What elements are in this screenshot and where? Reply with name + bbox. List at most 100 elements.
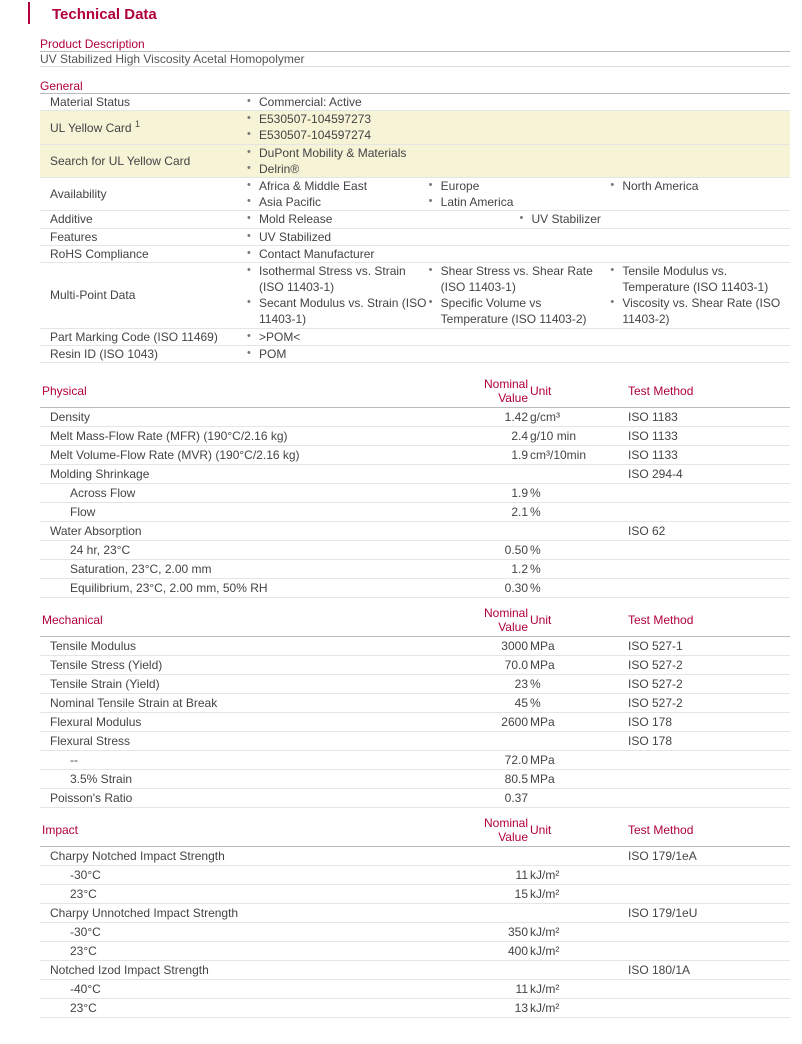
general-item[interactable]: E530507-104597274 — [259, 127, 790, 143]
col-nominal: Nominal Value — [450, 604, 528, 637]
product-description-text: UV Stabilized High Viscosity Acetal Homo… — [40, 52, 790, 67]
general-item: Secant Modulus vs. Strain (ISO 11403-1) — [259, 295, 427, 327]
test-method: ISO 527-2 — [618, 694, 790, 713]
nominal-value: 23 — [450, 675, 528, 694]
nominal-value: 13 — [450, 999, 528, 1018]
unit — [528, 522, 618, 541]
property-name: Notched Izod Impact Strength — [40, 961, 450, 980]
property-name: -30°C — [40, 923, 450, 942]
data-row: Nominal Tensile Strain at Break45%ISO 52… — [40, 694, 790, 713]
unit: MPa — [528, 770, 618, 789]
general-item[interactable]: Delrin® — [259, 161, 790, 177]
property-name: Saturation, 23°C, 2.00 mm — [40, 560, 450, 579]
data-row: 23°C15kJ/m² — [40, 885, 790, 904]
data-section: MechanicalNominal ValueUnitTest MethodTe… — [40, 604, 790, 808]
nominal-value: 2.4 — [450, 427, 528, 446]
test-method: ISO 294-4 — [618, 465, 790, 484]
property-name: Melt Mass-Flow Rate (MFR) (190°C/2.16 kg… — [40, 427, 450, 446]
col-unit: Unit — [528, 814, 618, 847]
data-row: Tensile Stress (Yield)70.0MPaISO 527-2 — [40, 656, 790, 675]
page-title: Technical Data — [52, 6, 790, 23]
unit: g/cm³ — [528, 408, 618, 427]
data-section-header: PhysicalNominal ValueUnitTest Method — [40, 375, 790, 408]
unit: cm³/10min — [528, 446, 618, 465]
test-method: ISO 179/1eU — [618, 904, 790, 923]
unit: MPa — [528, 637, 618, 656]
general-label: Material Status — [40, 94, 245, 111]
section-header: Product Description — [40, 37, 790, 52]
general-item[interactable]: E530507-104597273 — [259, 111, 790, 127]
nominal-value: 350 — [450, 923, 528, 942]
general-label: Availability — [40, 177, 245, 210]
test-method: ISO 527-1 — [618, 637, 790, 656]
nominal-value: 80.5 — [450, 770, 528, 789]
data-row: Water AbsorptionISO 62 — [40, 522, 790, 541]
general-item: Tensile Modulus vs. Temperature (ISO 114… — [622, 263, 790, 295]
general-item: UV Stabilizer — [532, 211, 791, 227]
property-name: Water Absorption — [40, 522, 450, 541]
data-row: Flexural Stress ISO 178 — [40, 732, 790, 751]
unit: % — [528, 560, 618, 579]
data-row: 23°C400kJ/m² — [40, 942, 790, 961]
test-method — [618, 579, 790, 598]
data-row: Molding Shrinkage ISO 294-4 — [40, 465, 790, 484]
nominal-value — [450, 961, 528, 980]
general-item: >POM< — [259, 329, 790, 345]
general-row: AvailabilityAfrica & Middle EastAsia Pac… — [40, 177, 790, 210]
technical-data-sheet: Technical Data Product Description UV St… — [0, 0, 802, 1044]
data-row: Notched Izod Impact StrengthISO 180/1A — [40, 961, 790, 980]
col-test: Test Method — [618, 814, 790, 847]
nominal-value: 2600 — [450, 713, 528, 732]
unit: % — [528, 694, 618, 713]
nominal-value: 400 — [450, 942, 528, 961]
test-method — [618, 751, 790, 770]
section-product-description: Product Description UV Stabilized High V… — [40, 37, 790, 67]
unit — [528, 789, 618, 808]
general-item: Latin America — [441, 194, 609, 210]
general-item: Mold Release — [259, 211, 518, 227]
nominal-value: 3000 — [450, 637, 528, 656]
general-row: Search for UL Yellow CardDuPont Mobility… — [40, 144, 790, 177]
unit: kJ/m² — [528, 942, 618, 961]
property-name: Molding Shrinkage — [40, 465, 450, 484]
unit — [528, 961, 618, 980]
general-value: Mold Release UV Stabilizer — [245, 211, 790, 228]
general-item: Asia Pacific — [259, 194, 427, 210]
general-value: >POM< — [245, 328, 790, 345]
property-name: 3.5% Strain — [40, 770, 450, 789]
test-method — [618, 789, 790, 808]
test-method: ISO 1133 — [618, 427, 790, 446]
col-test: Test Method — [618, 604, 790, 637]
property-name: -- — [40, 751, 450, 770]
general-item: Shear Stress vs. Shear Rate (ISO 11403-1… — [441, 263, 609, 295]
unit: kJ/m² — [528, 980, 618, 999]
data-row: -40°C11kJ/m² — [40, 980, 790, 999]
general-item: Specific Volume vs Temperature (ISO 1140… — [441, 295, 609, 327]
test-method — [618, 885, 790, 904]
test-method: ISO 178 — [618, 732, 790, 751]
property-name: Tensile Strain (Yield) — [40, 675, 450, 694]
test-method: ISO 1133 — [618, 446, 790, 465]
nominal-value — [450, 465, 528, 484]
test-method — [618, 980, 790, 999]
test-method: ISO 178 — [618, 713, 790, 732]
general-row: AdditiveMold ReleaseUV Stabilizer — [40, 211, 790, 228]
general-item[interactable]: DuPont Mobility & Materials — [259, 145, 790, 161]
section-name: Impact — [40, 814, 450, 847]
general-row: RoHS ComplianceContact Manufacturer — [40, 245, 790, 262]
property-name: Tensile Modulus — [40, 637, 450, 656]
property-name: 23°C — [40, 999, 450, 1018]
data-row: --72.0MPa — [40, 751, 790, 770]
property-name: Poisson's Ratio — [40, 789, 450, 808]
col-unit: Unit — [528, 375, 618, 408]
section-general: General Material StatusCommercial: Activ… — [40, 79, 790, 363]
unit: kJ/m² — [528, 999, 618, 1018]
nominal-value: 45 — [450, 694, 528, 713]
section-header: General — [40, 79, 790, 94]
property-name: 24 hr, 23°C — [40, 541, 450, 560]
general-item: Isothermal Stress vs. Strain (ISO 11403-… — [259, 263, 427, 295]
unit: kJ/m² — [528, 866, 618, 885]
property-name: Flexural Stress — [40, 732, 450, 751]
unit: % — [528, 579, 618, 598]
general-value: Contact Manufacturer — [245, 245, 790, 262]
